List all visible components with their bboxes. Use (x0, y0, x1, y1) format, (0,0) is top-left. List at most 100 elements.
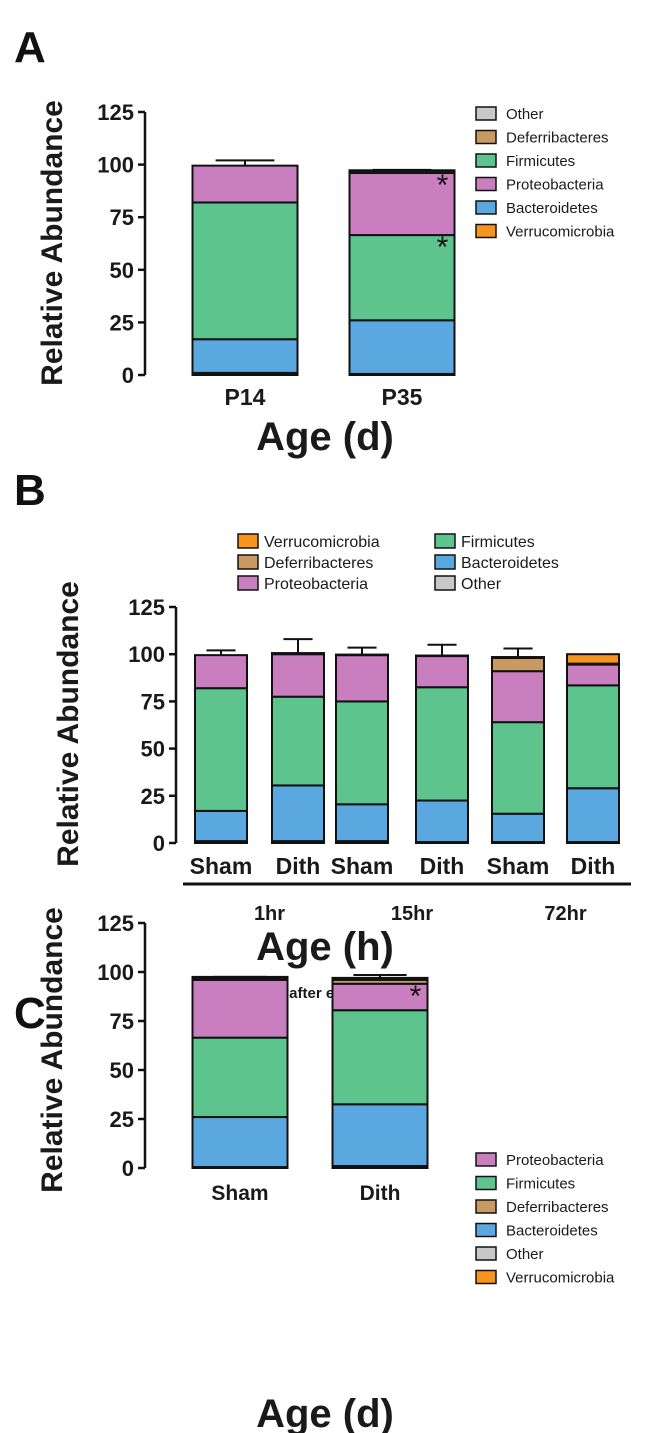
panel-c-x-tick-label: Dith (360, 1182, 401, 1205)
panel-a-legend-swatch-verrucomicrobia (475, 223, 497, 239)
panel-c-legend-label-other: Other (506, 1246, 544, 1263)
panel-a-bar-p14-0-bacteroidetes (191, 338, 299, 374)
panel-a-legend-label-deferribacteres: Deferribacteres (506, 130, 609, 147)
panel-b-legend-swatch-firmicutes (434, 533, 456, 549)
panel-b-bar-dith-1-bacteroidetes (271, 784, 325, 843)
panel-b-y-axis-title: Relative Abundance (52, 581, 85, 867)
panel-b-bar-dith-1-proteobacteria (271, 653, 325, 698)
panel-c-y-axis-title: Relative Abundance (36, 907, 69, 1193)
panel-c-legend-label-verrucomicrobia: Verrucomicrobia (506, 1270, 615, 1287)
panel-c-x-axis-title: Age (d) (256, 1392, 394, 1433)
panel-b-y-tick-label: 125 (128, 595, 165, 620)
panel-c-y-tick-label: 100 (97, 960, 134, 985)
panel-a-x-tick-label: P14 (225, 384, 266, 410)
panel-c-legend-label-deferribacteres: Deferribacteres (506, 1199, 609, 1216)
panel-b-x-tick-label: Sham (487, 853, 550, 879)
panel-b-x-axis-title: Age (h) (256, 925, 394, 969)
panel-b-legend-swatch-verrucomicrobia (237, 533, 259, 549)
panel-b-x-tick-label: Sham (190, 853, 253, 879)
panel-b-bar-dith-3-proteobacteria (415, 655, 469, 689)
panel-b-bar-dith-5-bacteroidetes (566, 787, 620, 844)
panel-c-bar-sham-0-proteobacteria (191, 978, 289, 1039)
panel-a-bar-p35-1-other (348, 169, 456, 172)
panel-c-bar-dith-1-firmicutes (331, 1009, 429, 1106)
panel-c-bar-dith-1-bacteroidetes (331, 1103, 429, 1168)
panel-a-bar-p35-1-firmicutes (348, 234, 456, 322)
panel-b-legend-label-proteobacteria: Proteobacteria (264, 576, 368, 593)
panel-b-group-label: 72hr (544, 903, 586, 925)
panel-c-legend-swatch-other (475, 1246, 497, 1261)
panel-a-legend-swatch-bacteroidetes (475, 200, 497, 215)
panel-c-bar-sham-0-bacteroidetes (191, 1116, 289, 1169)
panel-a-legend-swatch-other (475, 106, 497, 121)
panel-c-bar-sham-0-firmicutes (191, 1036, 289, 1119)
panel-b-bar-sham-0-firmicutes (194, 687, 248, 812)
panel-b-bar-sham-2-bacteroidetes (335, 803, 389, 843)
panel-b-group-label: 1hr (254, 903, 285, 925)
panel-c-legend-swatch-verrucomicrobia (475, 1269, 497, 1285)
panel-b-legend-swatch-deferribacteres (237, 554, 259, 570)
panel-a-legend-label-firmicutes: Firmicutes (506, 153, 575, 170)
panel-c-bar-dith-1-other (331, 976, 429, 981)
panel-a-x-axis-title: Age (d) (256, 415, 394, 459)
panel-b-legend-label-firmicutes: Firmicutes (461, 534, 535, 551)
panel-b-legend-label-deferribacteres: Deferribacteres (264, 555, 373, 572)
panel-b: B 0 25 50 75 100 125 Relative Abundance Sham Dit… (14, 466, 631, 969)
panel-a-y-tick-label: 125 (97, 100, 134, 125)
panel-b-bar-dith-5-verrucomicrobia-top (566, 653, 620, 665)
panel-b-bar-dith-5-firmicutes (566, 684, 620, 790)
panel-c-y-tick-label: 0 (122, 1156, 134, 1181)
panel-b-x-tick-label: Dith (276, 853, 321, 879)
panel-c-y-tick-label: 75 (110, 1009, 134, 1034)
panel-a: A 0 25 50 75 100 125 Relative Abundance P14 P35 *… (14, 23, 615, 459)
panel-a-bar-p35-1-bacteroidetes (348, 319, 456, 375)
panel-b-legend-label-bacteroidetes: Bacteroidetes (461, 555, 559, 572)
panel-a-bar-p14-0-proteobacteria (191, 164, 299, 204)
panel-a-y-tick-label: 50 (110, 258, 134, 283)
panel-b-bar-sham-0-bacteroidetes (194, 809, 248, 843)
panel-b-bar-dith-1-firmicutes (271, 695, 325, 787)
panel-a-legend-label-bacteroidetes: Bacteroidetes (506, 200, 598, 217)
panel-a-y-tick-label: 0 (122, 363, 134, 388)
panel-b-legend-swatch-bacteroidetes (434, 554, 456, 570)
panel-c-legend-swatch-deferribacteres (475, 1199, 497, 1214)
panel-b-bar-dith-5-proteobacteria (566, 663, 620, 687)
panel-b-bar-sham-2-deferribacteres (335, 653, 389, 657)
panel-c-x-tick-label: Sham (211, 1182, 268, 1205)
panel-b-bar-sham-4-other (491, 656, 545, 659)
panel-b-bar-dith-3-firmicutes (415, 686, 469, 802)
panel-b-y-tick-label: 0 (153, 831, 165, 856)
panel-a-label: A (14, 23, 46, 72)
panel-c-significance-marker: * (410, 980, 422, 1013)
panel-c-bar-dith-1-proteobacteria (331, 982, 429, 1012)
panel-b-group-label: 15hr (391, 903, 433, 925)
panel-c-legend-label-bacteroidetes: Bacteroidetes (506, 1223, 598, 1240)
panel-a-legend-label-verrucomicrobia: Verrucomicrobia (506, 224, 615, 241)
panel-c-legend-swatch-proteobacteria (475, 1152, 497, 1167)
panel-a-y-tick-label: 100 (97, 153, 134, 178)
panel-b-x-tick-label: Sham (331, 853, 394, 879)
panel-b-bar-sham-4-firmicutes (491, 721, 545, 815)
panel-b-bar-dith-1-other (271, 652, 325, 655)
panel-a-y-axis-title: Relative Abundance (36, 100, 69, 386)
panel-b-bar-sham-4-bacteroidetes (491, 812, 545, 844)
panel-b-y-tick-label: 75 (141, 689, 165, 714)
panel-b-bar-sham-0-proteobacteria (194, 654, 248, 690)
panel-b-y-tick-label: 50 (141, 737, 165, 762)
panel-b-legend-swatch-other (434, 575, 456, 591)
panel-c-y-tick-label: 125 (97, 911, 134, 936)
panel-b-bar-sham-4-deferribacteres (491, 656, 545, 673)
panel-a-significance-marker: * (437, 169, 449, 202)
panel-c-y-tick-label: 50 (110, 1058, 134, 1083)
panel-b-label: B (14, 466, 46, 515)
panel-b-bar-dith-3-bacteroidetes (415, 799, 469, 844)
panel-a-significance-marker: * (437, 231, 449, 264)
panel-c-label: C (14, 989, 46, 1038)
panel-c-bar-sham-0-other (191, 975, 289, 979)
panel-b-x-tick-label: Dith (420, 853, 465, 879)
panel-b-y-tick-label: 25 (141, 784, 165, 809)
panel-b-bar-sham-2-firmicutes (335, 700, 389, 806)
panel-a-legend-swatch-proteobacteria (475, 176, 497, 192)
panel-c-legend-swatch-firmicutes (475, 1175, 497, 1191)
